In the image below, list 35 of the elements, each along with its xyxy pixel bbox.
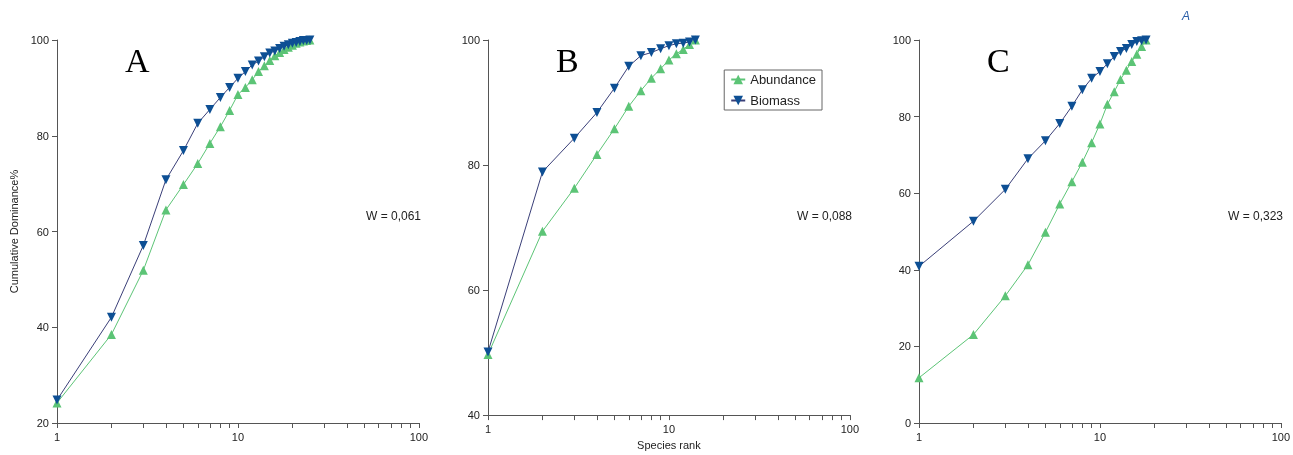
x-tick-label: 100 [1271, 430, 1290, 443]
y-tick-label: 20 [898, 340, 911, 353]
y-tick-label: 60 [898, 187, 911, 200]
y-tick-label: 60 [467, 284, 480, 297]
legend-label: Abundance [750, 72, 816, 87]
x-axis-title: Species rank [637, 438, 702, 451]
text: A [1181, 9, 1191, 23]
y-tick-label: 80 [898, 110, 911, 123]
legend-label: Biomass [750, 93, 801, 108]
x-tick-label: 10 [1093, 430, 1107, 443]
annotation: W = 0,088 [796, 209, 853, 223]
y-tick-label: 60 [36, 225, 49, 238]
y-tick-label: 40 [898, 263, 911, 276]
x-tick-label: 10 [662, 422, 676, 435]
annotation: W = 0,323 [1227, 209, 1284, 223]
x-tick-label: 100 [840, 422, 859, 435]
y-axis-title: Cumulative Dominance% [8, 169, 21, 294]
chart-title: B [556, 41, 579, 79]
x-tick-label: 100 [409, 430, 428, 443]
x-tick-label: 1 [484, 422, 492, 435]
y-tick-label: 20 [36, 417, 49, 429]
y-tick-label: 100 [892, 34, 911, 46]
y-tick-label: 40 [36, 321, 49, 334]
y-tick-label: 100 [461, 34, 480, 46]
y-tick-label: 80 [36, 129, 49, 142]
x-tick-label: 10 [231, 430, 245, 443]
chart-title: C [987, 41, 1010, 79]
annotation: W = 0,061 [365, 209, 422, 223]
y-tick-label: 100 [30, 34, 49, 46]
chart-title: A [125, 41, 150, 79]
x-tick-label: 1 [53, 430, 61, 443]
y-tick-label: 80 [467, 159, 480, 172]
y-tick-label: 0 [904, 417, 911, 429]
x-tick-label: 1 [915, 430, 923, 443]
y-tick-label: 40 [467, 409, 480, 422]
